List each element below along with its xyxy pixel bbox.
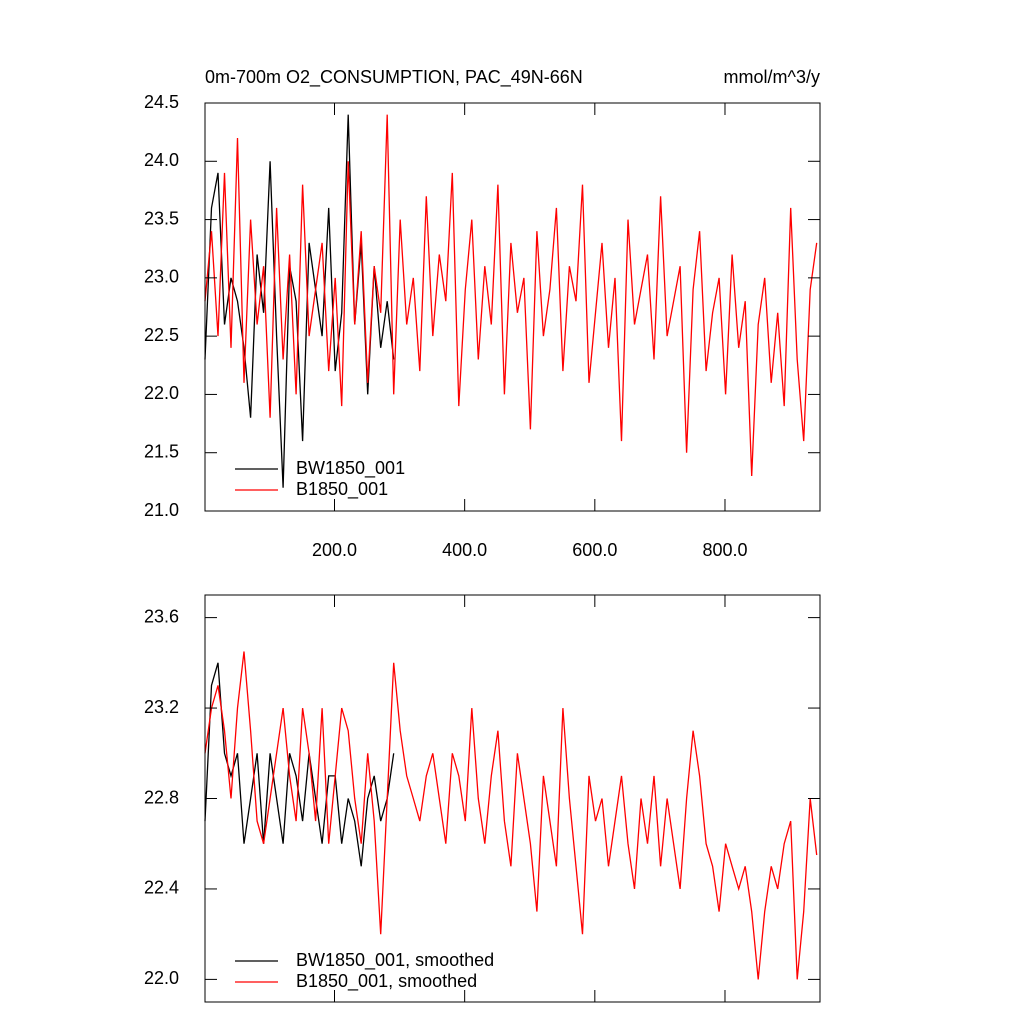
legend-label: BW1850_001 xyxy=(296,458,405,479)
legend-label: B1850_001 xyxy=(296,479,388,500)
y-tick-label: 23.2 xyxy=(144,697,179,717)
y-tick-label: 23.5 xyxy=(144,208,179,228)
x-tick-label: 200.0 xyxy=(312,540,357,560)
y-tick-label: 21.5 xyxy=(144,441,179,461)
y-tick-label: 22.0 xyxy=(144,383,179,403)
y-tick-label: 21.0 xyxy=(144,500,179,520)
y-tick-label: 24.5 xyxy=(144,92,179,112)
legend-label: B1850_001, smoothed xyxy=(296,971,477,992)
y-tick-label: 22.8 xyxy=(144,787,179,807)
legend-label: BW1850_001, smoothed xyxy=(296,950,494,971)
x-tick-label: 800.0 xyxy=(702,540,747,560)
series-line xyxy=(204,662,395,867)
x-tick-label: 400.0 xyxy=(442,540,487,560)
y-tick-label: 22.0 xyxy=(144,968,179,988)
units: mmol/m^3/y xyxy=(724,67,820,87)
plot-frame xyxy=(204,102,821,512)
y-tick-label: 23.6 xyxy=(144,606,179,626)
y-tick-label: 24.0 xyxy=(144,150,179,170)
chart-title: 0m-700m O2_CONSUMPTION, PAC_49N-66N xyxy=(205,67,583,88)
y-tick-label: 22.5 xyxy=(144,325,179,345)
y-tick-label: 23.0 xyxy=(144,267,179,287)
y-tick-label: 22.4 xyxy=(144,878,179,898)
x-tick-label: 600.0 xyxy=(572,540,617,560)
series-line xyxy=(204,114,818,477)
series-line xyxy=(204,651,818,980)
